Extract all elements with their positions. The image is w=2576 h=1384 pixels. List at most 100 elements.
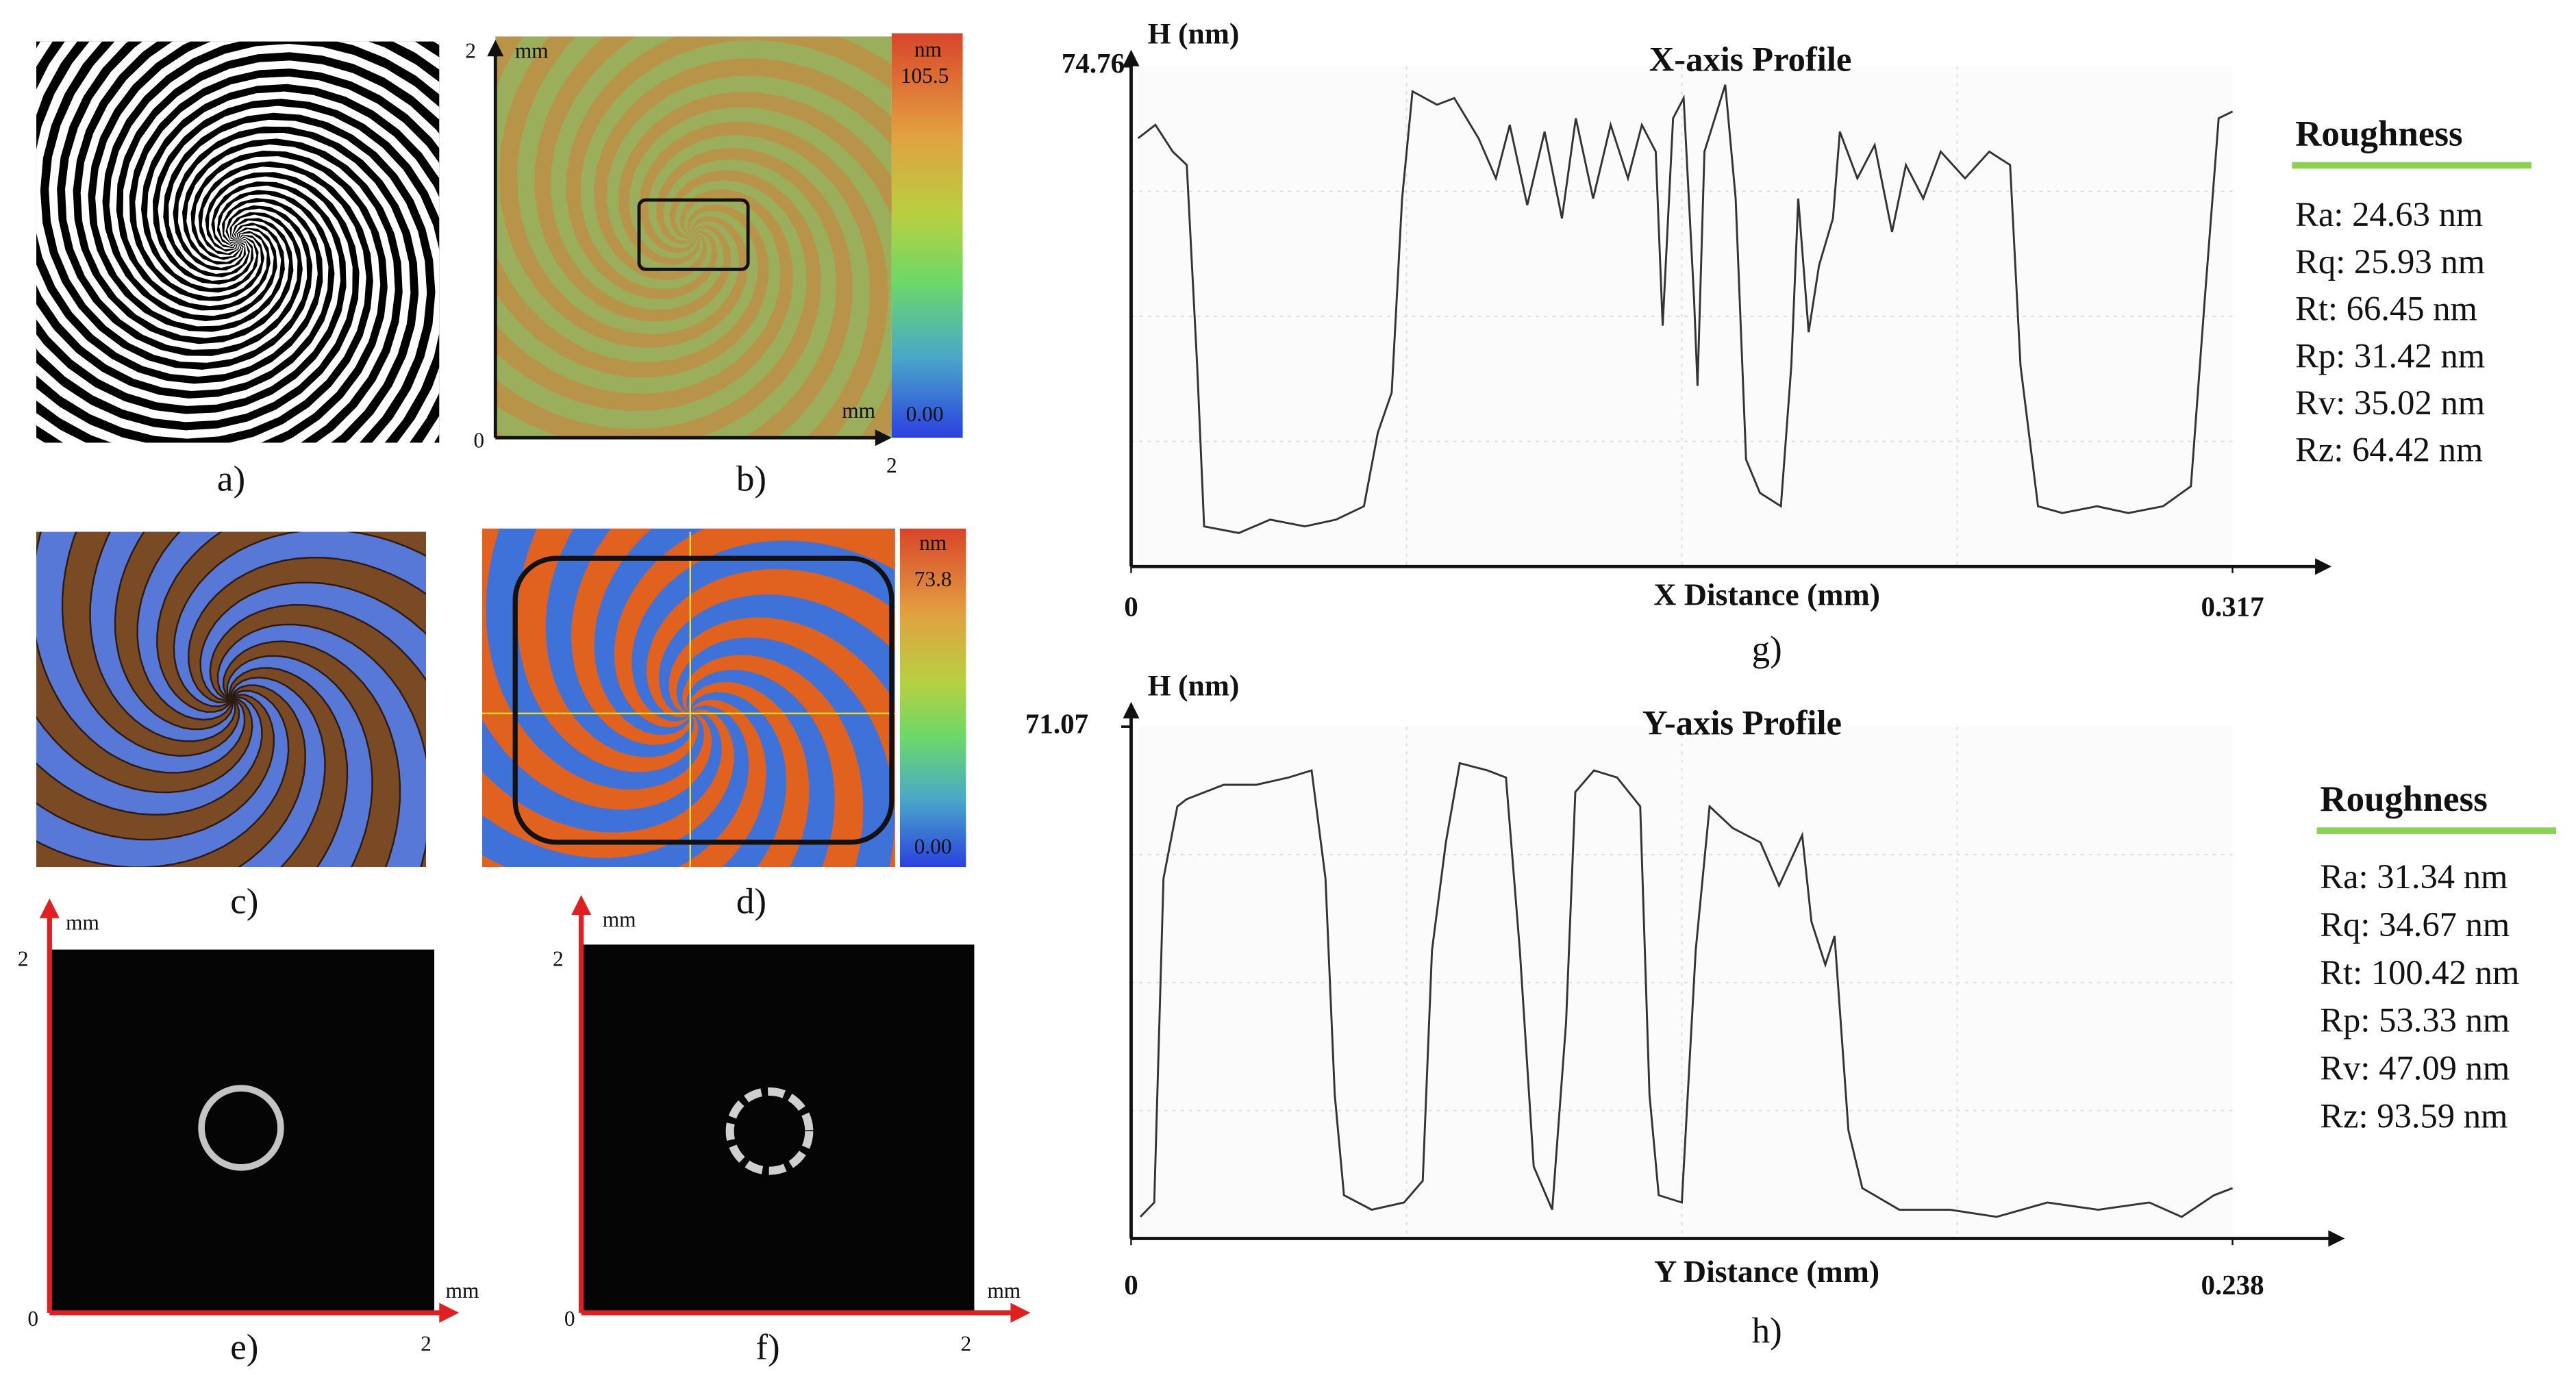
- panel-label: d): [736, 882, 766, 922]
- spiral-b: [495, 36, 892, 438]
- ring: [725, 1087, 814, 1175]
- panel-label: e): [230, 1328, 258, 1368]
- roi-box: [637, 198, 750, 271]
- chart-title: X-axis Profile: [1649, 40, 1852, 79]
- spiral-arm: [61, 531, 240, 757]
- spiral-c: [36, 531, 427, 868]
- panel-text: 73.8: [914, 567, 952, 591]
- panel-text: 2: [18, 947, 29, 971]
- panel-text: 2: [961, 1331, 972, 1355]
- plot-area: [1138, 66, 2233, 564]
- spiral-arm: [566, 36, 892, 299]
- spiral-arm: [668, 617, 895, 868]
- panel-label: b): [736, 459, 766, 499]
- y-axis-label: H (nm): [1148, 670, 1240, 703]
- spiral-arm: [482, 528, 712, 810]
- roughness-item: Rt: 100.42 nm: [2320, 953, 2519, 992]
- caption: h): [1752, 1311, 1782, 1351]
- spiral-arm: [36, 694, 275, 841]
- x-axis-label: X Distance (mm): [1653, 577, 1880, 612]
- spiral-arm: [495, 170, 821, 438]
- panel-text: nm: [914, 37, 942, 61]
- panel-text: 0: [473, 429, 484, 453]
- spiral-arm: [188, 557, 427, 703]
- profile-line: [1139, 762, 2234, 1218]
- x-tick-label: 0: [1124, 590, 1138, 622]
- spiral-arm: [681, 655, 864, 868]
- roughness-title: Roughness: [2320, 779, 2488, 819]
- panel-label: f): [755, 1328, 779, 1368]
- spiral-arm: [228, 667, 349, 868]
- panel-text: 0: [564, 1307, 575, 1331]
- roughness-item: Rq: 25.93 nm: [2295, 242, 2485, 281]
- panel-text: nm: [919, 531, 947, 555]
- roughness-item: Rz: 64.42 nm: [2295, 431, 2483, 469]
- spiral-arm: [495, 36, 769, 378]
- spiral-arm: [614, 528, 895, 728]
- x-tick-label: 0: [1124, 1269, 1138, 1300]
- panel-text: mm: [987, 1279, 1021, 1303]
- panel-text: 0.00: [914, 835, 952, 859]
- panel-text: 0.00: [906, 402, 944, 426]
- profile-line: [1137, 84, 2234, 534]
- panel-text: 2: [421, 1331, 432, 1355]
- caption: g): [1752, 629, 1782, 669]
- spiral-arm: [499, 36, 749, 348]
- roughness-item: Rp: 53.33 nm: [2320, 1001, 2510, 1040]
- spiral-arm: [495, 36, 793, 412]
- panel-text: 2: [553, 947, 564, 971]
- spiral-arm: [688, 681, 810, 868]
- panel-text: 2: [465, 39, 476, 63]
- spiral-arm: [638, 122, 888, 438]
- panel-text: mm: [515, 39, 549, 63]
- roughness-item: Rp: 31.42 nm: [2295, 336, 2485, 375]
- spiral-arm: [209, 603, 427, 868]
- panel-text: 0: [27, 1307, 38, 1331]
- spiral-arm: [114, 531, 234, 731]
- y-axis-label: H (nm): [1148, 17, 1240, 50]
- roughness-item: Rv: 35.02 nm: [2295, 383, 2485, 422]
- roughness-title: Roughness: [2295, 114, 2463, 154]
- panel-text: mm: [446, 1279, 479, 1303]
- roughness-item: Ra: 31.34 nm: [2320, 857, 2508, 896]
- spiral-arm: [36, 156, 381, 443]
- panel-e-bg: [49, 949, 435, 1313]
- spiral-arm: [36, 531, 253, 794]
- spiral-arm: [222, 640, 401, 868]
- panel-f-bg: [581, 944, 975, 1313]
- ring: [198, 1085, 284, 1171]
- spiral-arm: [647, 568, 895, 718]
- panel-text: 105.5: [901, 64, 949, 88]
- x-axis-label: Y Distance (mm): [1654, 1254, 1879, 1289]
- spiral-arm: [156, 531, 427, 713]
- colorbar: [899, 528, 966, 868]
- y-tick-label: 71.07: [1025, 708, 1088, 740]
- spiral-arm: [36, 684, 306, 868]
- spiral-arm: [517, 528, 699, 772]
- panel-label: c): [230, 882, 258, 922]
- roughness-item: Rv: 47.09 nm: [2320, 1049, 2510, 1087]
- roughness-item: Ra: 24.63 nm: [2295, 195, 2483, 234]
- spiral-a: [36, 41, 440, 443]
- y-tick-label: 74.76: [1062, 47, 1125, 79]
- chart-title: Y-axis Profile: [1642, 704, 1842, 742]
- x-tick-label: 0.317: [2201, 590, 2264, 622]
- panel-text: 2: [886, 453, 897, 477]
- spiral-arm: [482, 699, 766, 868]
- spiral-arm: [571, 528, 692, 745]
- roi-box: [512, 555, 895, 845]
- spiral-arm: [482, 709, 734, 858]
- spiral-d: [482, 528, 895, 868]
- panel-text: mm: [842, 399, 875, 423]
- spiral-arm: [594, 58, 892, 438]
- roughness-item: Rq: 34.67 nm: [2320, 905, 2510, 944]
- panel-text: mm: [603, 907, 636, 931]
- panel-text: mm: [66, 911, 99, 935]
- colorbar: [891, 33, 963, 438]
- x-tick-label: 0.238: [2201, 1269, 2264, 1300]
- roughness-item: Rt: 66.45 nm: [2295, 290, 2477, 328]
- roughness-item: Rz: 93.59 nm: [2320, 1097, 2508, 1135]
- panel-label: a): [217, 459, 245, 499]
